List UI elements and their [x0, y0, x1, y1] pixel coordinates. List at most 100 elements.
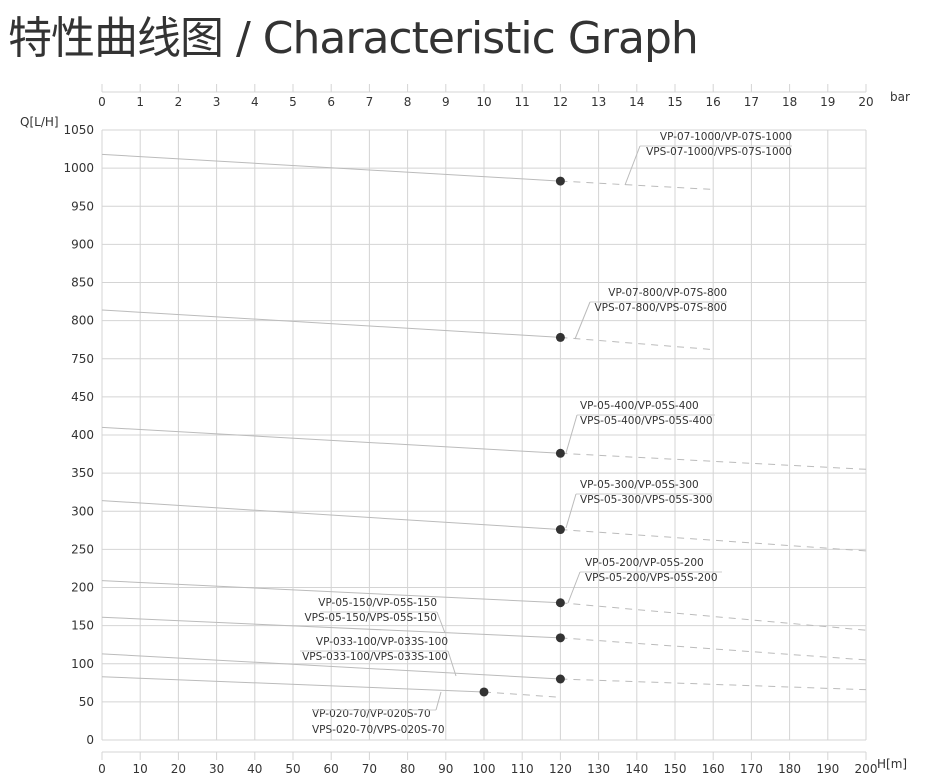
- rated-point: [555, 332, 565, 342]
- x-tick-label: 50: [285, 762, 300, 776]
- x-tick-label: 190: [816, 762, 839, 776]
- y-tick-label: 850: [71, 276, 94, 290]
- series-label: VPS-033-100/VPS-033S-100: [302, 651, 448, 663]
- y-tick-label: 0: [86, 733, 94, 747]
- x2-tick-label: 10: [476, 95, 491, 109]
- x2-tick-label: 3: [213, 95, 221, 109]
- x2-tick-label: 11: [515, 95, 530, 109]
- curve-solid: [101, 153, 561, 182]
- x-tick-label: 0: [98, 762, 106, 776]
- x-tick-label: 80: [400, 762, 415, 776]
- y-tick-label: 950: [71, 199, 94, 213]
- x-tick-label: 70: [362, 762, 377, 776]
- curve-solid: [101, 653, 561, 680]
- page-title: 特性曲线图 / Characteristic Graph: [8, 13, 699, 64]
- curve-solid: [101, 309, 561, 338]
- rated-point: [555, 448, 565, 458]
- label-leader: [574, 301, 591, 340]
- x-tick-label: 110: [511, 762, 534, 776]
- series-label: VPS-07-800/VPS-07S-800: [594, 302, 727, 314]
- label-leader: [436, 611, 446, 634]
- curve-solid: [101, 676, 485, 693]
- rated-point: [555, 598, 565, 608]
- y-tick-label: 450: [71, 390, 94, 404]
- label-leader: [624, 145, 641, 186]
- y-tick-label: 100: [71, 657, 94, 671]
- series-label: VPS-05-400/VPS-05S-400: [580, 415, 713, 427]
- x2-tick-label: 6: [327, 95, 335, 109]
- label-leader: [447, 650, 457, 677]
- curve-solid: [101, 500, 561, 531]
- curve-solid: [101, 616, 561, 639]
- y-tick-label: 50: [79, 695, 94, 709]
- rated-point: [555, 633, 565, 643]
- x-tick-label: 40: [247, 762, 262, 776]
- x2-tick-label: 20: [858, 95, 873, 109]
- x2-tick-label: 14: [629, 95, 644, 109]
- x2-tick-label: 7: [366, 95, 374, 109]
- y-tick-label: 300: [71, 504, 94, 518]
- x-tick-label: 150: [664, 762, 687, 776]
- label-leader: [435, 691, 442, 711]
- x-tick-label: 140: [625, 762, 648, 776]
- curve-solid: [101, 426, 561, 454]
- series-label: VP-07-1000/VP-07S-1000: [660, 131, 792, 143]
- rated-point: [555, 525, 565, 535]
- x-tick-label: 30: [209, 762, 224, 776]
- x2-tick-label: 16: [706, 95, 721, 109]
- series-label: VP-05-300/VP-05S-300: [580, 479, 699, 491]
- x2-tick-label: 15: [667, 95, 682, 109]
- y-tick-label: 250: [71, 542, 94, 556]
- y-tick-label: 900: [71, 237, 94, 251]
- rated-point: [555, 674, 565, 684]
- y-tick-label: 400: [71, 428, 94, 442]
- x2-axis-label: bar: [890, 90, 910, 104]
- series-label: VP-033-100/VP-033S-100: [316, 636, 448, 648]
- label-leader: [565, 493, 577, 529]
- rated-point: [555, 176, 565, 186]
- label-leader: [567, 571, 581, 604]
- x2-tick-label: 4: [251, 95, 259, 109]
- x2-tick-label: 12: [553, 95, 568, 109]
- x2-tick-label: 1: [136, 95, 144, 109]
- series-label: VP-05-400/VP-05S-400: [580, 400, 699, 412]
- x2-tick-label: 17: [744, 95, 759, 109]
- x-tick-label: 120: [549, 762, 572, 776]
- x-tick-label: 130: [587, 762, 610, 776]
- x-tick-label: 10: [133, 762, 148, 776]
- series-label: VPS-07-1000/VPS-07S-1000: [646, 146, 792, 158]
- series-label: VPS-05-200/VPS-05S-200: [585, 572, 718, 584]
- x-tick-label: 180: [778, 762, 801, 776]
- x2-tick-label: 18: [782, 95, 797, 109]
- series-label: VPS-05-150/VPS-05S-150: [304, 612, 437, 624]
- series-label: VP-05-150/VP-05S-150: [318, 597, 437, 609]
- x-tick-label: 100: [473, 762, 496, 776]
- series-label: VPS-020-70/VPS-020S-70: [312, 724, 445, 736]
- y-tick-label: 800: [71, 314, 94, 328]
- x2-tick-label: 13: [591, 95, 606, 109]
- rated-point: [479, 687, 489, 697]
- series-label: VP-07-800/VP-07S-800: [608, 287, 727, 299]
- x-axis-label: H[m]: [877, 757, 907, 771]
- x2-tick-label: 9: [442, 95, 450, 109]
- series-label: VP-05-200/VP-05S-200: [585, 557, 704, 569]
- x-tick-label: 200: [855, 762, 878, 776]
- x-tick-label: 20: [171, 762, 186, 776]
- x2-tick-label: 19: [820, 95, 835, 109]
- series-label: VP-020-70/VP-020S-70: [312, 708, 431, 720]
- y-tick-label: 150: [71, 619, 94, 633]
- series-label: VPS-05-300/VPS-05S-300: [580, 494, 713, 506]
- x-tick-label: 170: [740, 762, 763, 776]
- x2-tick-label: 2: [175, 95, 183, 109]
- y-axis-label: Q[L/H]: [20, 115, 59, 129]
- y-tick-label: 350: [71, 466, 94, 480]
- x2-tick-label: 5: [289, 95, 297, 109]
- y-tick-label: 750: [71, 352, 94, 366]
- y-tick-label: 1050: [63, 123, 94, 137]
- x-tick-label: 160: [702, 762, 725, 776]
- x2-tick-label: 8: [404, 95, 412, 109]
- x2-tick-label: 0: [98, 95, 106, 109]
- curve-solid: [101, 580, 561, 604]
- label-leader: [565, 414, 578, 454]
